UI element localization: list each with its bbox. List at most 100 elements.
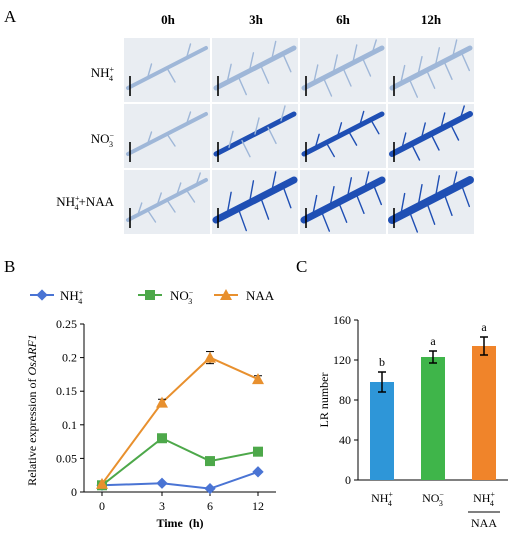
lateral-root	[320, 210, 331, 232]
lateral-root	[226, 63, 232, 83]
lateral-root	[337, 201, 348, 223]
category-label-nh4: NH+ 4	[371, 490, 393, 508]
x-tick-label: 3	[159, 499, 165, 513]
lateral-root	[371, 39, 377, 54]
lateral-root	[451, 39, 458, 58]
lateral-root	[166, 67, 176, 83]
panel-letter-c: C	[296, 257, 307, 276]
micrograph-nh4-0h	[124, 38, 210, 102]
y-tick-label: 40	[339, 433, 351, 447]
micrograph-nh4-naa-6h	[300, 170, 386, 234]
panel-b-line-chart: NH+ 4 NO− 3 NAA 0 0.05 0.1 0.15 0.2 0.25 0 3 6 12 R…	[25, 288, 276, 530]
data-point	[204, 482, 216, 495]
lateral-root	[241, 139, 251, 158]
lateral-root	[417, 183, 423, 208]
significance-letter: a	[481, 320, 487, 334]
lateral-root	[420, 122, 426, 140]
y-tick-label: 0	[71, 485, 77, 499]
legend-marker-no3	[145, 290, 155, 300]
micrograph-no3-3h	[212, 104, 298, 168]
lateral-root	[176, 182, 182, 196]
lateral-root	[237, 207, 247, 232]
lateral-root	[425, 69, 436, 89]
lateral-root	[313, 64, 319, 84]
legend: NH+ 4 NO− 3 NAA	[30, 288, 275, 306]
data-point	[252, 373, 264, 385]
category-label-nh4-naa: NH+ 4	[473, 490, 495, 508]
lateral-root	[146, 63, 153, 79]
lateral-root	[459, 105, 465, 120]
y-axis-label: Relative expression of OsARF1	[25, 334, 39, 486]
lateral-root	[370, 119, 380, 135]
y-tick-label: 160	[333, 313, 351, 327]
lateral-root	[248, 52, 255, 72]
bar	[421, 357, 445, 480]
y-tick-label: 0.15	[56, 384, 77, 398]
data-point	[205, 456, 215, 467]
series-line	[101, 437, 259, 487]
data-point	[157, 433, 167, 444]
lateral-root	[282, 53, 292, 73]
bar	[472, 346, 496, 480]
y-tick-label: 80	[339, 393, 351, 407]
lateral-root	[195, 172, 201, 186]
lateral-root	[271, 171, 277, 193]
lateral-root	[399, 192, 406, 217]
lateral-root	[460, 51, 471, 72]
y-tick-label: 0.05	[56, 451, 77, 465]
primary-root	[388, 176, 474, 224]
lateral-root	[185, 111, 192, 125]
lateral-root	[137, 202, 143, 216]
lateral-root	[248, 180, 255, 204]
lateral-root	[434, 175, 441, 199]
x-axis-label: Time (h)	[156, 516, 203, 530]
lateral-root	[440, 112, 446, 130]
panel-letter-a: A	[4, 7, 17, 26]
primary-root	[301, 111, 385, 157]
time-label-3h: 3h	[249, 12, 264, 27]
x-tick-label: 6	[207, 499, 213, 513]
lateral-root	[185, 43, 192, 59]
primary-root	[212, 176, 298, 224]
primary-root	[300, 176, 386, 224]
x-tick-label: 0	[99, 499, 105, 513]
lateral-root	[346, 177, 353, 199]
legend-label-naa: NAA	[246, 288, 275, 303]
lateral-root	[443, 192, 453, 217]
micrograph-no3-12h	[388, 104, 474, 168]
lateral-root	[226, 191, 232, 215]
x-tick-label: 12	[252, 499, 264, 513]
lateral-root	[372, 183, 383, 206]
row-label-nh4: NH+ 4	[91, 65, 115, 83]
y-tick-label: 0.2	[62, 351, 77, 365]
lateral-root	[282, 185, 292, 209]
lateral-root	[254, 117, 260, 135]
lateral-root	[146, 131, 153, 145]
lateral-root	[280, 105, 286, 122]
lateral-root	[359, 110, 365, 127]
lateral-root	[311, 194, 318, 217]
lateral-root	[408, 78, 419, 98]
row-label-no3: NO− 3	[91, 131, 115, 149]
bar	[370, 382, 394, 480]
micrograph-nh4-12h	[388, 38, 474, 102]
bar-plot-area: 0 40 80 120 160 b a a	[333, 313, 508, 487]
lateral-root	[267, 126, 277, 145]
micrograph-nh4-6h	[300, 38, 386, 102]
lateral-root	[434, 47, 441, 67]
primary-root	[389, 45, 473, 91]
lateral-root	[185, 189, 196, 203]
time-label-0h: 0h	[161, 12, 176, 27]
y-tick-label: 0.1	[62, 418, 77, 432]
lateral-root	[322, 77, 333, 97]
panel-letter-b: B	[4, 257, 15, 276]
lateral-root	[410, 143, 421, 161]
legend-label-no3: NO− 3	[170, 288, 194, 306]
data-point	[253, 446, 263, 457]
micrograph-nh4-naa-3h	[212, 170, 298, 234]
y-tick-label: 120	[333, 353, 351, 367]
legend-label-nh4: NH+ 4	[60, 288, 84, 306]
lateral-root	[408, 210, 419, 233]
